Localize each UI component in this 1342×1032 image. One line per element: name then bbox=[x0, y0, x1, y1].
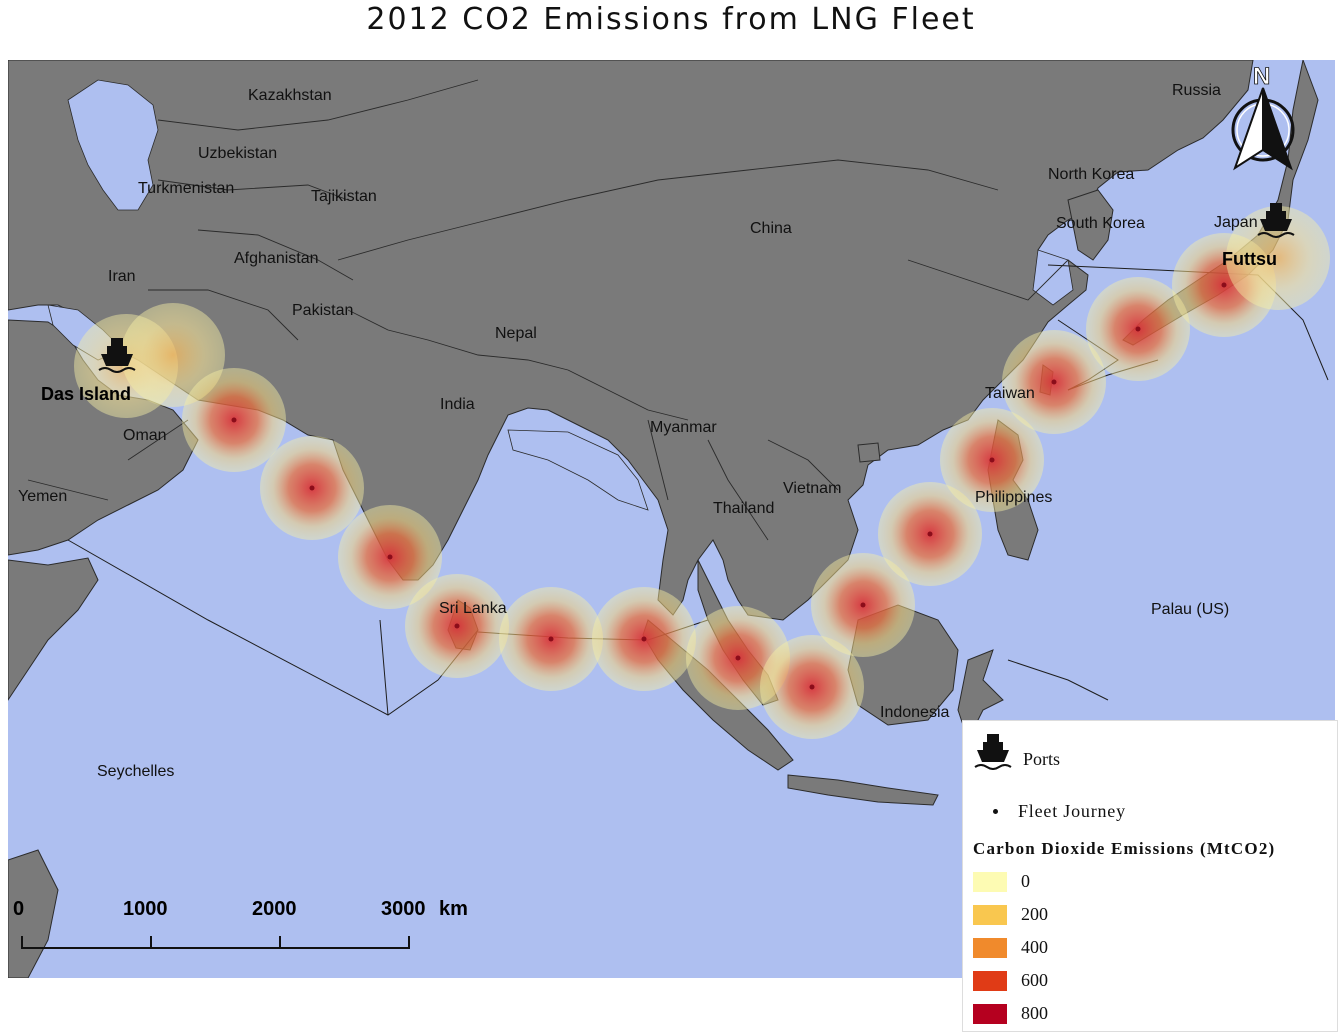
label-south-korea: South Korea bbox=[1056, 215, 1145, 232]
legend: Ports Fleet Journey Carbon Dioxide Emiss… bbox=[962, 720, 1338, 1032]
legend-class-row: 0 bbox=[963, 871, 1030, 892]
label-iran: Iran bbox=[108, 268, 136, 285]
journey-point bbox=[1221, 282, 1227, 288]
north-arrow-icon: N bbox=[1231, 63, 1295, 171]
journey-point bbox=[1135, 326, 1141, 332]
legend-emissions-title: Carbon Dioxide Emissions (MtCO2) bbox=[973, 839, 1276, 858]
legend-class-value: 200 bbox=[1021, 904, 1048, 924]
label-north-korea: North Korea bbox=[1048, 166, 1134, 183]
port-label-destination: Futtsu bbox=[1222, 249, 1277, 269]
label-yemen: Yemen bbox=[18, 488, 67, 505]
ship-icon bbox=[974, 733, 1012, 770]
label-russia: Russia bbox=[1172, 82, 1221, 99]
label-india: India bbox=[440, 396, 475, 413]
legend-class-row: 600 bbox=[963, 970, 1048, 991]
map-frame[interactable]: Das Island Futtsu Kazakhstan Uzbekistan … bbox=[8, 60, 1338, 1032]
inland-waters bbox=[47, 79, 1074, 511]
legend-class-value: 400 bbox=[1021, 937, 1048, 957]
legend-class-value: 600 bbox=[1021, 970, 1048, 990]
caspian-sea bbox=[67, 79, 159, 211]
bay-of-bengal-inlet bbox=[507, 429, 649, 511]
scale-tick-1000: 1000 bbox=[123, 898, 168, 920]
label-palau: Palau (US) bbox=[1151, 601, 1229, 618]
label-turkmenistan: Turkmenistan bbox=[138, 180, 234, 197]
yellow-sea bbox=[1032, 249, 1074, 306]
label-japan: Japan bbox=[1214, 214, 1258, 231]
scale-bar: 0 1000 2000 3000 km bbox=[13, 898, 468, 949]
country-labels: Kazakhstan Uzbekistan Turkmenistan Tajik… bbox=[18, 82, 1258, 780]
journey-point bbox=[454, 623, 460, 629]
land-sulawesi bbox=[957, 649, 1004, 742]
label-china: China bbox=[750, 220, 792, 237]
port-label-origin: Das Island bbox=[41, 384, 131, 404]
legend-swatch bbox=[973, 871, 1007, 892]
label-tajikistan: Tajikistan bbox=[311, 188, 377, 205]
land-java bbox=[787, 774, 939, 806]
journey-point bbox=[735, 655, 741, 661]
journey-point bbox=[548, 636, 554, 642]
label-indonesia: Indonesia bbox=[880, 704, 949, 721]
legend-class-value: 0 bbox=[1021, 871, 1030, 891]
label-pakistan: Pakistan bbox=[292, 302, 353, 319]
scale-tick-3000: 3000 bbox=[381, 898, 426, 920]
legend-row-ports: Ports bbox=[963, 729, 1060, 770]
legend-row-journey: Fleet Journey bbox=[963, 801, 1126, 822]
country-borders bbox=[27, 79, 1069, 541]
scale-tick-0: 0 bbox=[13, 898, 24, 920]
journey-point bbox=[989, 457, 995, 463]
legend-swatch bbox=[973, 970, 1007, 991]
label-sri-lanka: Sri Lanka bbox=[439, 600, 507, 617]
journey-point bbox=[927, 531, 933, 537]
label-philippines: Philippines bbox=[975, 489, 1052, 506]
scale-tick-2000: 2000 bbox=[252, 898, 297, 920]
label-taiwan: Taiwan bbox=[985, 385, 1035, 402]
journey-point bbox=[231, 417, 237, 423]
land-africa bbox=[8, 557, 99, 701]
label-nepal: Nepal bbox=[495, 325, 537, 342]
label-myanmar: Myanmar bbox=[650, 419, 717, 436]
label-afghanistan: Afghanistan bbox=[234, 250, 319, 267]
label-seychelles: Seychelles bbox=[97, 763, 174, 780]
legend-ports-label: Ports bbox=[1023, 749, 1061, 769]
ship-icon[interactable] bbox=[1257, 203, 1295, 238]
legend-class-row: 200 bbox=[963, 904, 1048, 925]
label-uzbekistan: Uzbekistan bbox=[198, 145, 277, 162]
journey-point bbox=[309, 485, 315, 491]
label-kazakhstan: Kazakhstan bbox=[248, 87, 332, 104]
legend-class-row: 800 bbox=[963, 1003, 1048, 1024]
fleet-journey-points bbox=[231, 282, 1227, 690]
legend-swatch bbox=[973, 937, 1007, 958]
legend-swatch bbox=[973, 1003, 1007, 1024]
journey-point bbox=[387, 554, 393, 560]
land-hainan bbox=[857, 442, 881, 463]
legend-class-value: 800 bbox=[1021, 1003, 1048, 1023]
label-oman: Oman bbox=[123, 427, 167, 444]
scale-unit: km bbox=[439, 898, 468, 920]
north-letter: N bbox=[1253, 63, 1270, 90]
land-madagascar bbox=[8, 849, 59, 978]
legend-journey-label: Fleet Journey bbox=[1018, 801, 1126, 821]
journey-point bbox=[809, 684, 815, 690]
label-vietnam: Vietnam bbox=[783, 480, 841, 497]
emission-buffer bbox=[121, 303, 225, 407]
legend-swatch bbox=[973, 904, 1007, 925]
journey-point bbox=[641, 636, 647, 642]
label-thailand: Thailand bbox=[713, 500, 774, 517]
journey-point bbox=[860, 602, 866, 608]
land-korea bbox=[1067, 189, 1114, 261]
journey-point bbox=[1051, 379, 1057, 385]
ship-icon[interactable] bbox=[98, 338, 136, 373]
map-title: 2012 CO2 Emissions from LNG Fleet bbox=[366, 2, 976, 37]
journey-dot-icon bbox=[993, 809, 998, 814]
emission-buffer bbox=[1226, 206, 1330, 310]
legend-class-row: 400 bbox=[963, 937, 1048, 958]
